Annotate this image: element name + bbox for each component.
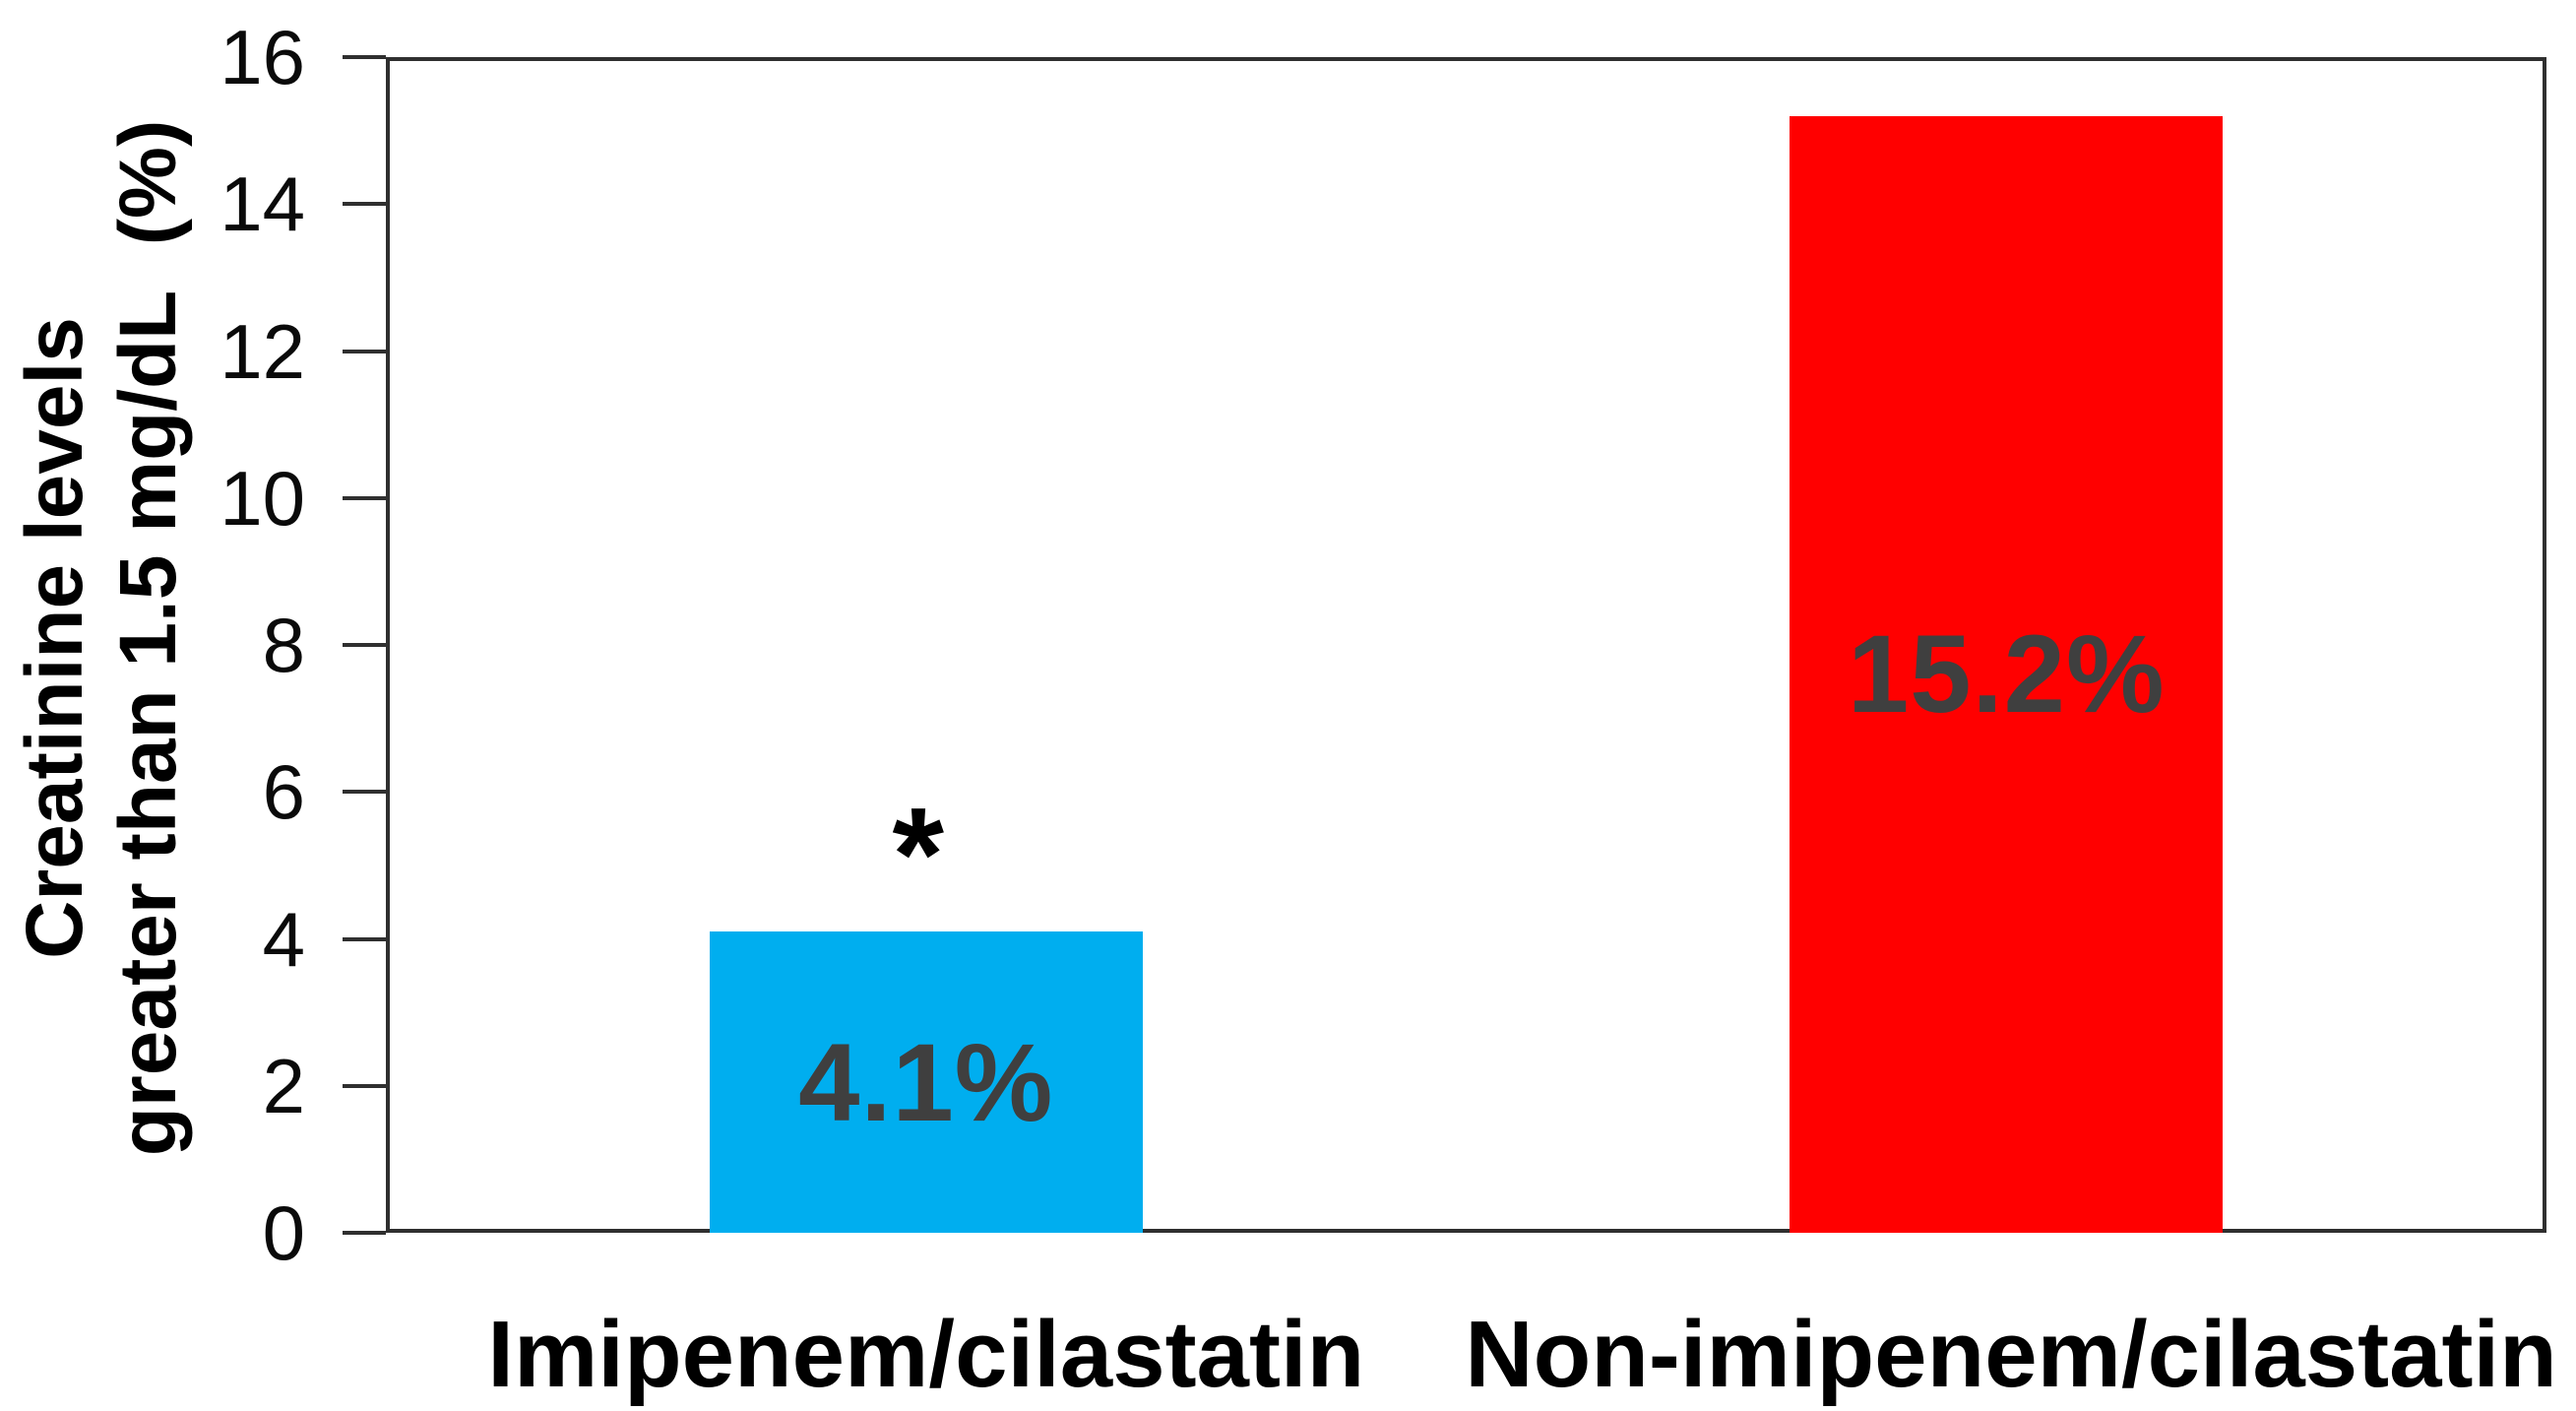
y-tick-label: 12 — [220, 307, 305, 395]
y-tick-mark — [343, 1231, 386, 1235]
bar-value-label-non-imipenem: 15.2% — [1847, 612, 2166, 737]
y-tick-label: 16 — [220, 14, 305, 100]
y-tick-mark — [343, 936, 386, 941]
x-category-label-non-imipenem: Non-imipenem/cilastatin — [1465, 1302, 2557, 1407]
bar-value-label-imipenem: 4.1% — [798, 1020, 1054, 1144]
y-tick-label: 2 — [262, 1042, 305, 1129]
y-tick-mark — [343, 1083, 386, 1088]
y-tick-mark — [343, 55, 386, 59]
bar-imipenem-cilastatin: 4.1% — [709, 931, 1143, 1233]
y-tick-label: 6 — [262, 748, 305, 836]
y-tick-mark — [343, 643, 386, 647]
y-tick-label: 14 — [220, 160, 305, 248]
y-tick-label: 0 — [262, 1189, 305, 1276]
bar-non-imipenem-cilastatin: 15.2% — [1790, 115, 2224, 1233]
y-tick-mark — [343, 349, 386, 353]
significance-asterisk: * — [892, 780, 945, 929]
y-tick-label: 10 — [220, 454, 305, 542]
x-category-label-imipenem: Imipenem/cilastatin — [487, 1302, 1365, 1407]
y-tick-label: 4 — [262, 895, 305, 983]
y-tick-mark — [343, 495, 386, 500]
y-tick-mark — [343, 790, 386, 795]
y-tick-mark — [343, 202, 386, 207]
y-tick-label: 8 — [262, 602, 305, 688]
